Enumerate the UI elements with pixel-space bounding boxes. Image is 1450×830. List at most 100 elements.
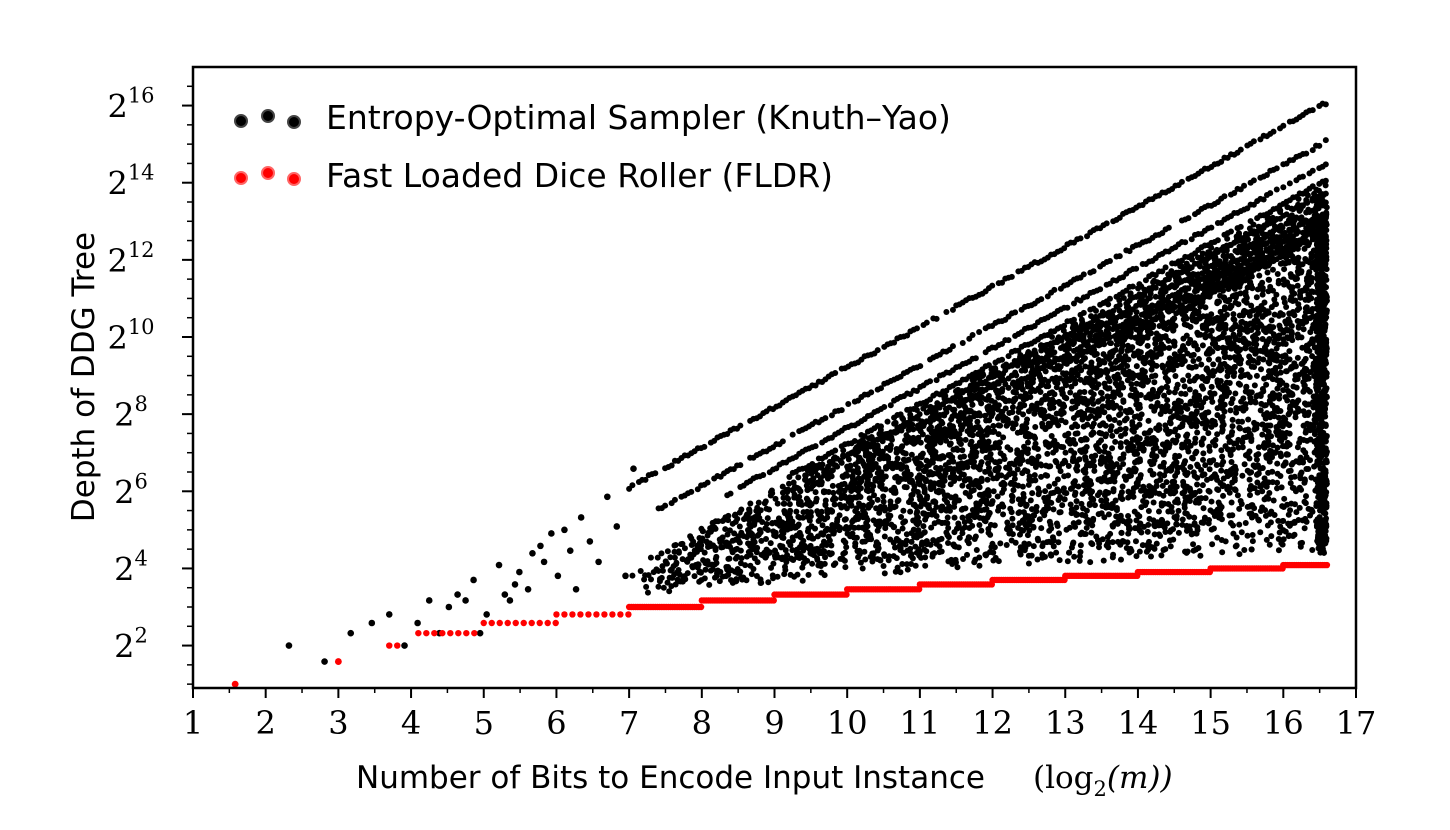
data-point-knuth-yao — [910, 487, 917, 494]
data-point-knuth-yao — [1253, 372, 1260, 379]
data-point-knuth-yao — [727, 490, 734, 497]
data-point-knuth-yao — [1280, 122, 1287, 129]
data-point-knuth-yao — [999, 279, 1006, 286]
data-point-knuth-yao — [1087, 559, 1094, 566]
data-point-knuth-yao — [1138, 504, 1145, 511]
data-point-knuth-yao — [805, 525, 812, 532]
data-point-knuth-yao — [1303, 150, 1310, 157]
data-point-knuth-yao — [723, 573, 730, 580]
data-point-knuth-yao — [1142, 277, 1149, 284]
data-point-knuth-yao — [1138, 487, 1145, 494]
data-point-knuth-yao — [1194, 481, 1201, 488]
data-point-knuth-yao — [1049, 375, 1056, 382]
data-point-knuth-yao — [954, 564, 961, 571]
data-point-knuth-yao — [1269, 266, 1276, 273]
data-point-knuth-yao — [1160, 459, 1167, 466]
data-point-knuth-yao — [767, 540, 774, 547]
data-point-knuth-yao — [1236, 230, 1243, 237]
data-point-knuth-yao — [1286, 409, 1293, 416]
data-point-knuth-yao — [1109, 432, 1116, 439]
data-point-knuth-yao — [1103, 220, 1110, 227]
data-point-knuth-yao — [905, 427, 912, 434]
data-point-knuth-yao — [1182, 239, 1189, 246]
data-point-knuth-yao — [989, 282, 996, 289]
data-point-knuth-yao — [285, 642, 293, 649]
data-point-knuth-yao — [524, 585, 532, 593]
data-point-knuth-yao — [1165, 378, 1172, 385]
data-point-knuth-yao — [1185, 215, 1192, 222]
data-point-knuth-yao — [657, 575, 664, 582]
data-point-knuth-yao — [1106, 295, 1113, 302]
data-point-knuth-yao — [1202, 495, 1209, 502]
data-point-knuth-yao — [1102, 488, 1109, 495]
data-point-knuth-yao — [368, 619, 376, 627]
data-point-knuth-yao — [1279, 260, 1286, 267]
data-point-knuth-yao — [1220, 287, 1227, 294]
data-point-knuth-yao — [1068, 355, 1075, 362]
data-point-knuth-yao — [1031, 410, 1038, 417]
data-point-knuth-yao — [1185, 372, 1192, 379]
data-point-knuth-yao — [1102, 433, 1109, 440]
data-point-knuth-yao — [1171, 339, 1178, 346]
data-point-knuth-yao — [1264, 522, 1271, 529]
data-point-knuth-yao — [1246, 476, 1253, 483]
data-point-knuth-yao — [1079, 490, 1086, 497]
data-point-knuth-yao — [655, 583, 662, 590]
data-point-knuth-yao — [577, 514, 585, 521]
data-point-knuth-yao — [1186, 386, 1193, 393]
data-point-knuth-yao — [1024, 468, 1031, 475]
data-point-knuth-yao — [857, 559, 864, 566]
data-point-knuth-yao — [1144, 435, 1151, 442]
data-point-knuth-yao — [1208, 498, 1215, 505]
data-point-knuth-yao — [791, 494, 798, 501]
data-point-knuth-yao — [763, 505, 770, 512]
data-point-knuth-yao — [476, 629, 484, 637]
data-point-knuth-yao — [991, 544, 998, 551]
data-point-knuth-yao — [917, 363, 924, 370]
data-point-knuth-yao — [1182, 548, 1189, 555]
data-point-knuth-yao — [1227, 354, 1234, 361]
data-point-knuth-yao — [1309, 107, 1316, 114]
data-point-knuth-yao — [1003, 361, 1010, 368]
data-point-knuth-yao — [757, 529, 764, 536]
data-point-knuth-yao — [722, 526, 729, 533]
data-point-knuth-yao — [1009, 362, 1016, 369]
data-point-knuth-yao — [1200, 505, 1207, 512]
data-point-knuth-yao — [832, 369, 839, 376]
data-point-knuth-yao — [644, 589, 651, 596]
data-point-knuth-yao — [1113, 504, 1120, 511]
data-point-knuth-yao — [1297, 294, 1304, 301]
data-point-knuth-yao — [964, 551, 971, 558]
data-point-knuth-yao — [1179, 420, 1186, 427]
data-point-knuth-yao — [1188, 364, 1195, 371]
data-point-knuth-yao — [687, 533, 694, 540]
data-point-knuth-yao — [887, 402, 894, 409]
data-point-knuth-yao — [964, 428, 971, 435]
data-point-knuth-yao — [769, 490, 776, 497]
data-point-knuth-yao — [1013, 389, 1020, 396]
data-point-knuth-yao — [1174, 469, 1181, 476]
data-point-knuth-yao — [1219, 453, 1226, 460]
data-point-knuth-yao — [1246, 492, 1253, 499]
data-point-knuth-yao — [1059, 502, 1066, 509]
data-point-knuth-yao — [1236, 551, 1243, 558]
data-point-knuth-yao — [1210, 361, 1217, 368]
data-point-knuth-yao — [737, 462, 744, 469]
data-point-knuth-yao — [1244, 532, 1251, 539]
data-point-knuth-yao — [944, 514, 951, 521]
data-point-knuth-yao — [962, 460, 969, 467]
data-point-knuth-yao — [851, 438, 858, 445]
data-point-knuth-yao — [1129, 283, 1136, 290]
data-point-knuth-yao — [1181, 460, 1188, 467]
data-point-knuth-yao — [1049, 333, 1056, 340]
data-point-knuth-yao — [1237, 146, 1244, 153]
data-point-knuth-yao — [1074, 423, 1081, 430]
data-point-knuth-yao — [1295, 516, 1302, 523]
data-point-knuth-yao — [1255, 265, 1262, 272]
data-point-knuth-yao — [1238, 529, 1245, 536]
data-point-knuth-yao — [832, 447, 839, 454]
data-point-knuth-yao — [928, 524, 935, 531]
data-point-knuth-yao — [786, 480, 793, 487]
data-point-knuth-yao — [1025, 513, 1032, 520]
